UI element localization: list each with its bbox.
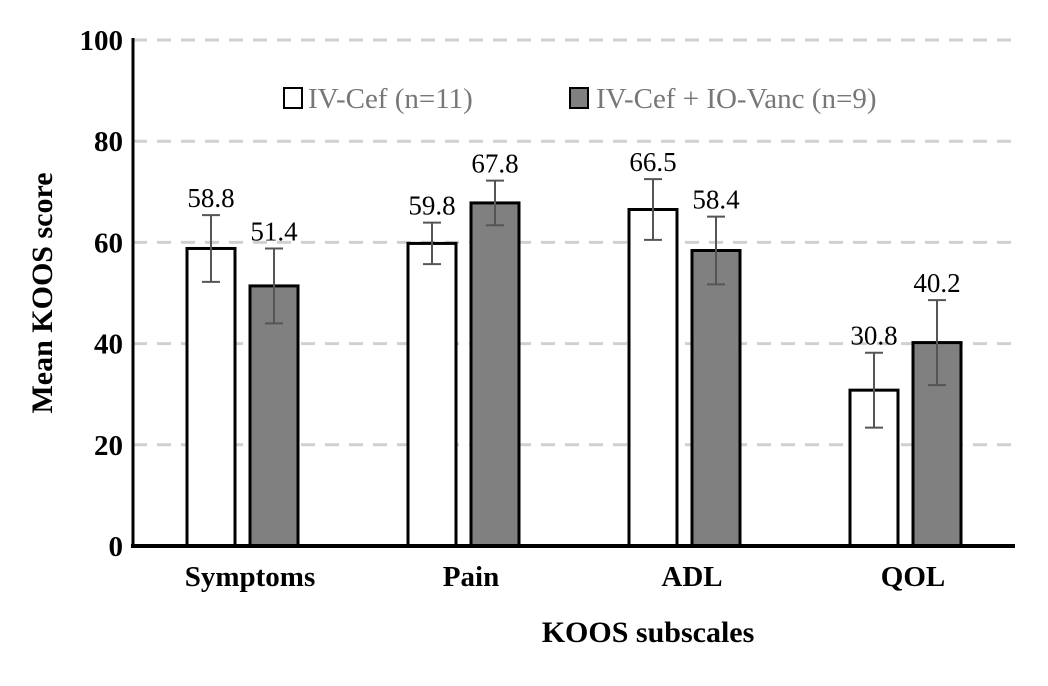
x-axis-label: KOOS subscales bbox=[542, 616, 755, 649]
x-tick-label: ADL bbox=[661, 561, 722, 593]
x-tick-label: Symptoms bbox=[185, 561, 316, 593]
data-label: 30.8 bbox=[850, 321, 897, 351]
error-bar bbox=[486, 179, 504, 227]
legend: IV-Cef (n=11) IV-Cef + IO-Vanc (n=9) bbox=[283, 83, 876, 115]
bar bbox=[185, 246, 237, 548]
y-tick-label: 80 bbox=[94, 126, 123, 158]
legend-swatch-iv-cef-io-vanc bbox=[569, 87, 589, 109]
x-tick-label: QOL bbox=[881, 561, 945, 593]
y-tick-label: 40 bbox=[94, 329, 123, 361]
legend-swatch-iv-cef bbox=[283, 87, 303, 109]
data-label: 51.4 bbox=[250, 216, 298, 246]
data-label: 58.4 bbox=[692, 185, 740, 215]
data-label: 67.8 bbox=[471, 149, 518, 179]
x-tick-label: Pain bbox=[443, 561, 499, 593]
bar bbox=[690, 248, 742, 548]
data-label: 59.8 bbox=[408, 191, 455, 221]
bar bbox=[406, 241, 458, 548]
error-bar bbox=[265, 247, 283, 325]
y-tick-label: 20 bbox=[94, 430, 123, 462]
data-label: 58.8 bbox=[187, 183, 234, 213]
bar bbox=[627, 208, 679, 548]
error-bar bbox=[707, 215, 725, 286]
y-axis-label: Mean KOOS score bbox=[26, 172, 59, 413]
error-bar bbox=[865, 351, 883, 429]
bar bbox=[469, 201, 521, 548]
legend-label-iv-cef-io-vanc: IV-Cef + IO-Vanc (n=9) bbox=[596, 83, 876, 115]
y-tick-label: 60 bbox=[94, 227, 123, 259]
y-tick-label: 100 bbox=[80, 25, 124, 57]
bar bbox=[248, 284, 300, 548]
error-bar bbox=[423, 221, 441, 266]
data-label: 66.5 bbox=[629, 147, 676, 177]
error-bar bbox=[202, 214, 220, 283]
y-tick-label: 0 bbox=[109, 531, 124, 563]
error-bar bbox=[928, 299, 946, 387]
error-bar bbox=[644, 178, 662, 241]
data-label: 40.2 bbox=[913, 268, 960, 298]
bar bbox=[848, 388, 900, 548]
legend-label-iv-cef: IV-Cef (n=11) bbox=[308, 83, 473, 115]
